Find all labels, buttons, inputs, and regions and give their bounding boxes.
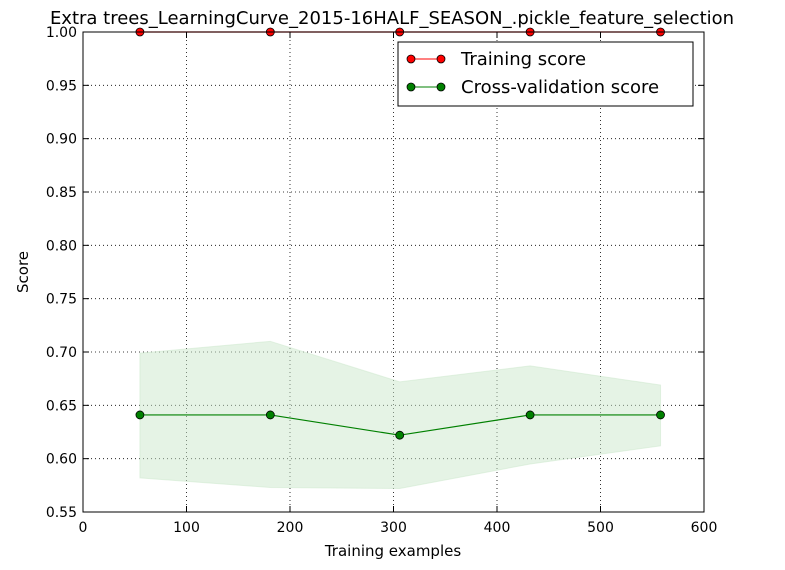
y-tick-label: 0.70 xyxy=(46,345,77,361)
axis-ticks: 0 100 200 300 400 500 600 0.55 0.60 0.65 0.70 0.75 0… xyxy=(46,25,718,536)
legend-marker-training xyxy=(406,54,416,64)
data-point-1-0 xyxy=(135,410,145,420)
legend-marker-training-2 xyxy=(436,54,446,64)
x-tick-label: 300 xyxy=(380,520,407,536)
y-tick-label: 0.90 xyxy=(46,132,77,148)
y-tick-label: 0.75 xyxy=(46,292,77,308)
x-tick-label: 0 xyxy=(79,520,88,536)
legend-marker-cv xyxy=(406,82,416,92)
y-tick-label: 0.60 xyxy=(46,452,77,468)
data-point-1-2 xyxy=(395,430,405,440)
x-tick-label: 400 xyxy=(484,520,511,536)
y-tick-label: 0.55 xyxy=(46,505,77,521)
score-band-1 xyxy=(139,340,662,490)
y-tick-label: 0.95 xyxy=(46,78,77,94)
legend-box xyxy=(397,41,694,107)
x-tick-label: 500 xyxy=(587,520,614,536)
legend: Training score Cross-validation score xyxy=(397,41,694,107)
legend-marker-cv-2 xyxy=(436,82,446,92)
data-point-1-4 xyxy=(656,410,665,420)
y-tick-label: 0.85 xyxy=(46,185,77,201)
y-tick-label: 0.80 xyxy=(46,238,77,254)
y-tick-label: 0.65 xyxy=(46,398,77,414)
x-tick-label: 600 xyxy=(691,520,718,536)
x-tick-label: 100 xyxy=(173,520,200,536)
data-point-1-3 xyxy=(525,410,535,420)
y-tick-label: 1.00 xyxy=(46,25,77,41)
chart-title: Extra trees_LearningCurve_2015-16HALF_SE… xyxy=(50,8,734,29)
x-tick-label: 200 xyxy=(277,520,304,536)
x-axis-label: Training examples xyxy=(324,542,462,560)
data-point-1-1 xyxy=(265,410,275,420)
y-axis-label: Score xyxy=(14,251,32,293)
legend-label-cv: Cross-validation score xyxy=(461,77,659,98)
legend-label-training: Training score xyxy=(460,49,586,70)
